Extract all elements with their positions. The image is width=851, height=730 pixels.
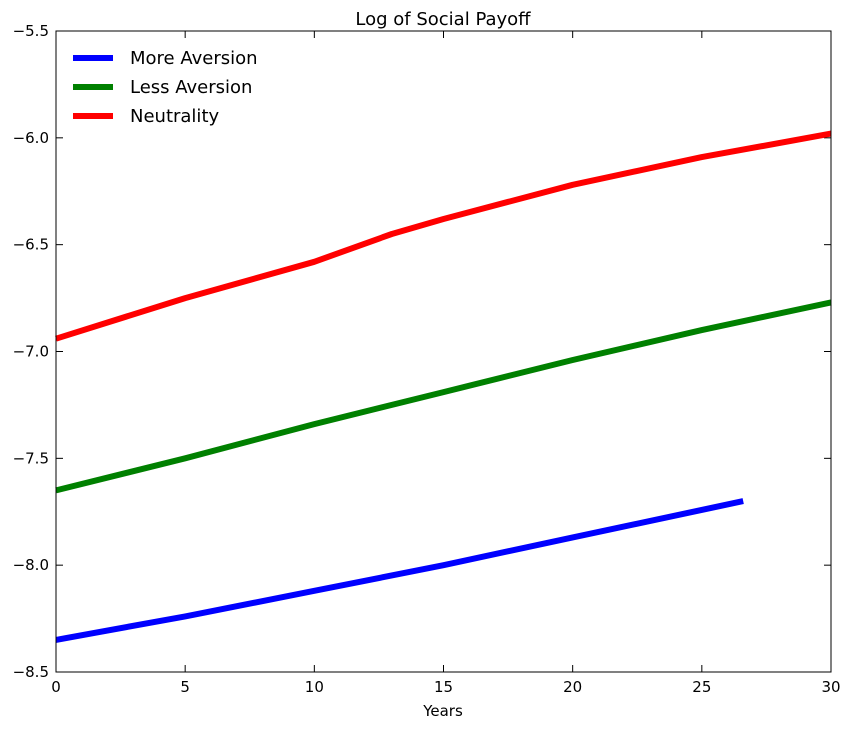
y-tick-label: −7.0 [13, 343, 49, 361]
series-line-less-aversion [55, 299, 832, 494]
x-axis-label: Years [422, 702, 463, 720]
x-tick-label: 0 [51, 678, 61, 696]
x-tick-label: 10 [305, 678, 324, 696]
y-tick-label: −7.5 [13, 449, 49, 467]
x-tick-label: 25 [692, 678, 711, 696]
legend-label-neutrality: Neutrality [130, 106, 219, 127]
chart-title: Log of Social Payoff [355, 9, 531, 30]
axis-ticks [55, 30, 832, 673]
legend: More Aversion Less Aversion Neutrality [73, 48, 258, 127]
y-tick-label: −6.5 [13, 236, 49, 254]
y-tick-label: −6.0 [13, 129, 49, 147]
x-tick-label: 30 [821, 678, 840, 696]
series-lines [55, 130, 832, 643]
legend-label-less-aversion: Less Aversion [130, 77, 252, 98]
y-tick-label: −8.5 [13, 663, 49, 681]
x-tick-label: 20 [563, 678, 582, 696]
x-tick-label: 15 [434, 678, 453, 696]
series-line-neutrality [55, 130, 832, 342]
tick-labels: 0 5 10 15 20 25 30 −8.5 −8.0 −7.5 −7.0 −6.5 −6.0 −5.5 [13, 22, 841, 696]
series-line-more-aversion [55, 498, 744, 643]
y-tick-label: −8.0 [13, 556, 49, 574]
x-tick-label: 5 [180, 678, 190, 696]
plot-frame [55, 30, 832, 673]
legend-label-more-aversion: More Aversion [130, 48, 258, 69]
y-tick-label: −5.5 [13, 22, 49, 40]
